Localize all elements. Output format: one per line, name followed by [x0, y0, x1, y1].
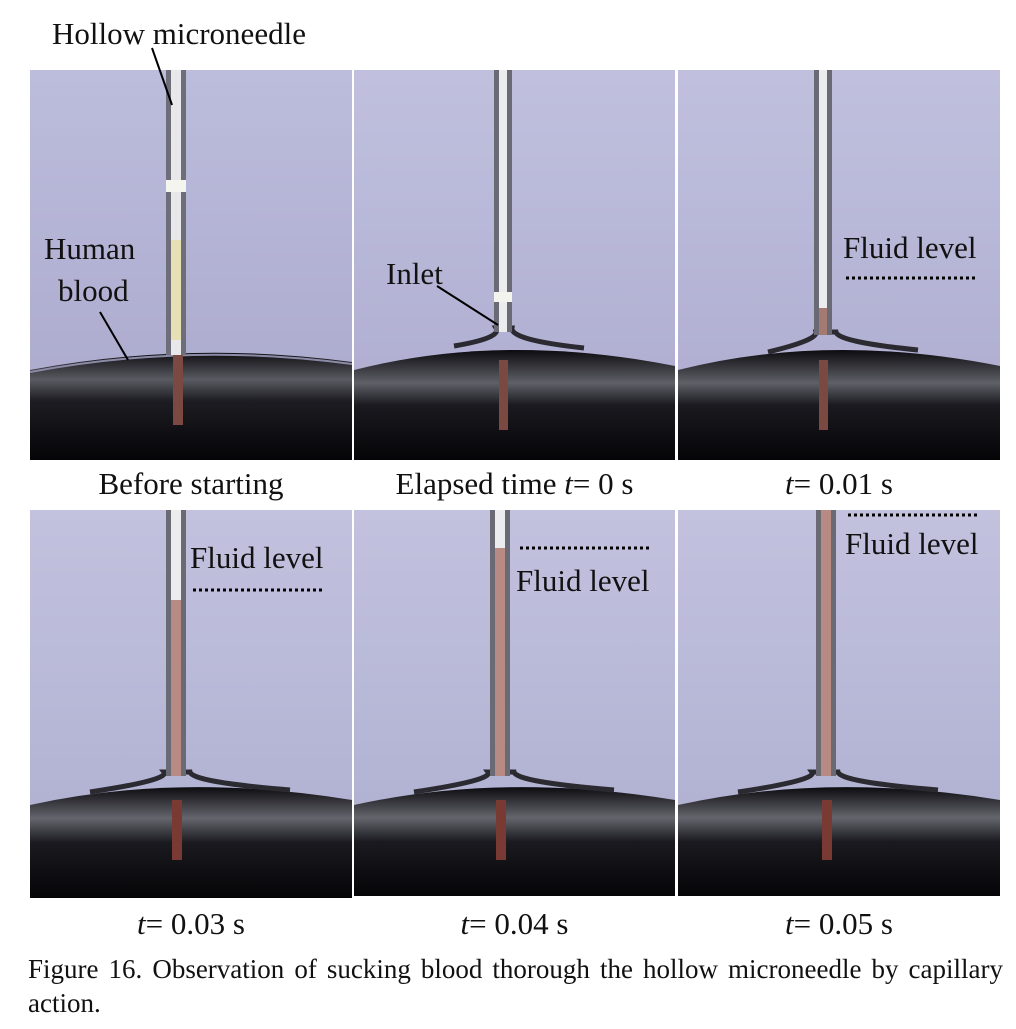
panel-caption: Before starting — [30, 468, 352, 500]
panel-image — [354, 510, 675, 896]
label-human: Human — [44, 231, 136, 266]
panel-image — [678, 70, 1000, 460]
caption-prefix: Elapsed time — [395, 466, 565, 501]
panel-caption: t= 0.04 s — [354, 908, 675, 940]
panel-caption: Elapsed time t= 0 s — [354, 468, 675, 500]
caption-value: = 0.05 s — [793, 906, 893, 941]
panel-image — [30, 510, 352, 898]
label-hollow-microneedle: Hollow microneedle — [52, 16, 306, 51]
label-fluid-level: Fluid level — [845, 526, 979, 561]
label-fluid-level: Fluid level — [190, 540, 324, 575]
panel-t004 — [354, 510, 675, 896]
label-blood: blood — [58, 273, 129, 308]
caption-variable: t — [785, 466, 794, 501]
panel-caption: t= 0.03 s — [30, 908, 352, 940]
caption-variable: t — [137, 906, 146, 941]
panel-image — [30, 70, 352, 460]
label-inlet: Inlet — [386, 256, 443, 291]
label-fluid-level: Fluid level — [516, 563, 650, 598]
panel-t0 — [354, 70, 675, 460]
caption-value: = 0 s — [572, 466, 634, 501]
caption-variable: t — [564, 466, 573, 501]
label-fluid-level: Fluid level — [843, 230, 977, 265]
caption-value: = 0.03 s — [145, 906, 245, 941]
caption-value: = 0.01 s — [793, 466, 893, 501]
panel-t005 — [678, 510, 1000, 896]
caption-value: = 0.04 s — [469, 906, 569, 941]
panel-t003 — [30, 510, 352, 898]
caption-variable: t — [460, 906, 470, 941]
caption-variable: t — [785, 906, 794, 941]
panel-caption: t= 0.01 s — [678, 468, 1000, 500]
caption-text: Before starting — [98, 466, 284, 501]
figure-caption: Figure 16. Observation of sucking blood … — [28, 954, 1003, 1018]
panel-t001 — [678, 70, 1000, 460]
panel-image — [678, 510, 1000, 896]
panel-caption: t= 0.05 s — [678, 908, 1000, 940]
panel-before-starting — [30, 70, 352, 460]
panel-image — [354, 70, 675, 460]
